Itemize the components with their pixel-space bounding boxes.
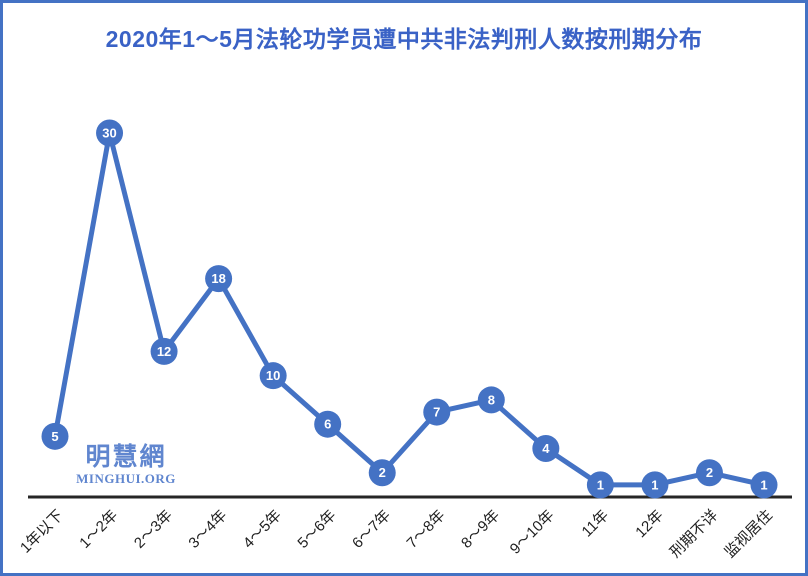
data-point-marker	[477, 386, 505, 414]
data-point-marker	[150, 337, 178, 365]
data-point-value-label: 2	[379, 465, 386, 480]
data-point-marker	[423, 398, 451, 426]
data-point-value-label: 7	[433, 405, 440, 420]
x-axis-tick-label: 刑期不详	[667, 507, 721, 561]
x-axis-tick-label: 3～4年	[185, 507, 230, 552]
data-point-marker	[41, 422, 69, 450]
data-point-value-label: 4	[542, 441, 550, 456]
data-point-marker	[532, 434, 560, 462]
data-point-marker	[641, 471, 669, 499]
data-point-value-label: 1	[651, 477, 658, 492]
data-point-marker	[750, 471, 778, 499]
data-point-value-label: 18	[211, 271, 225, 286]
data-point-marker	[96, 119, 124, 147]
data-point-value-label: 8	[488, 392, 495, 407]
series-line	[52, 130, 767, 488]
data-point-marker	[695, 459, 723, 487]
x-axis-tick-label: 7～8年	[404, 507, 449, 552]
data-point-marker	[314, 410, 342, 438]
data-point-value-label: 12	[157, 344, 171, 359]
x-axis-tick-label: 4～5年	[240, 507, 285, 552]
x-axis-tick-label: 8～9年	[458, 507, 503, 552]
data-point-marker	[586, 471, 614, 499]
x-axis-tick-label: 2～3年	[131, 507, 176, 552]
data-point-value-label: 30	[102, 126, 116, 141]
data-point-value-label: 1	[597, 477, 604, 492]
x-axis-tick-label: 5～6年	[294, 507, 339, 552]
data-point-marker	[205, 265, 233, 293]
x-axis-tick-label: 11年	[579, 507, 613, 541]
data-point-marker	[368, 459, 396, 487]
data-point-value-label: 10	[266, 368, 280, 383]
data-point-value-label: 2	[706, 465, 713, 480]
data-point-value-label: 1	[760, 477, 767, 492]
x-axis-tick-label: 1～2年	[76, 507, 121, 552]
chart-title: 2020年1～5月法轮功学员遭中共非法判刑人数按刑期分布	[105, 26, 703, 52]
data-point-marker	[259, 362, 287, 390]
x-axis-tick-label: 12年	[632, 507, 666, 541]
x-axis-tick-label: 9～10年	[507, 507, 558, 558]
x-axis-tick-label: 监视居住	[721, 507, 775, 561]
data-point-value-label: 6	[324, 417, 331, 432]
x-axis-tick-label: 1年以下	[17, 507, 67, 557]
data-point-value-label: 5	[51, 429, 58, 444]
x-axis-tick-label: 6～7年	[349, 507, 394, 552]
